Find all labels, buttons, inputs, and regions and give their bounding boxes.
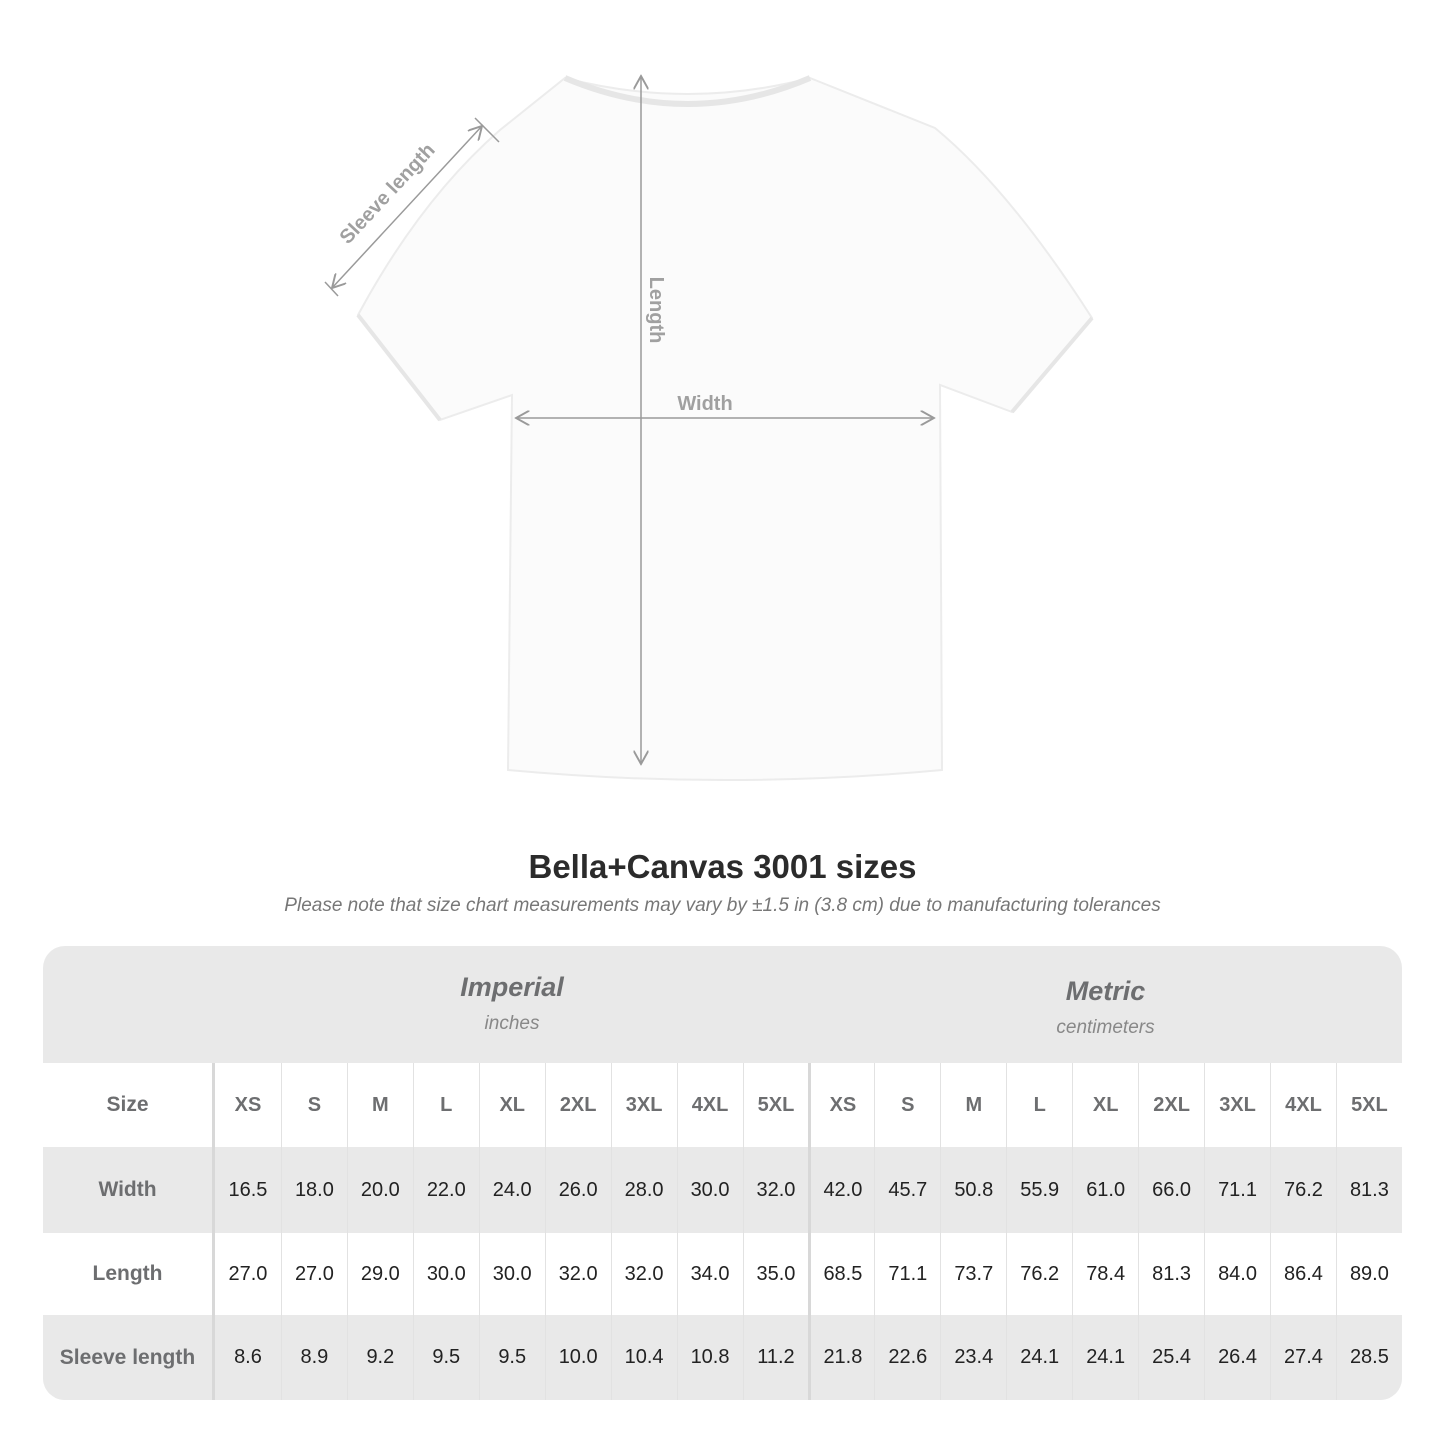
table-cell: 26.4 [1204, 1315, 1270, 1400]
table-cell: 68.5 [808, 1233, 874, 1315]
table-row: Width 16.5 18.0 20.0 22.0 24.0 26.0 28.0 30.0 32.… [43, 1147, 1402, 1233]
tolerance-note: Please note that size chart measurements… [284, 895, 1161, 916]
table-cell: 21.8 [808, 1315, 874, 1400]
table-row: Length 27.0 27.0 29.0 30.0 30.0 32.0 32.0 34.0 35… [43, 1233, 1402, 1315]
table-cell: 22.0 [412, 1147, 479, 1233]
row-label: Sleeve length [43, 1315, 215, 1400]
table-cell: 16.5 [228, 1178, 268, 1201]
size-header-cell: 2XL [544, 1063, 611, 1147]
size-header-cell: XL [478, 1063, 545, 1147]
metric-label: Metric [1065, 976, 1146, 1006]
tshirt-diagram: Sleeve length Length Width [324, 0, 1094, 781]
table-cell: 42.0 [808, 1147, 874, 1233]
table-cell: 24.1 [1006, 1315, 1072, 1400]
row-label: Size [43, 1063, 215, 1147]
table-cell: 81.3 [1335, 1147, 1402, 1233]
table-cell: 45.7 [874, 1147, 940, 1233]
table-cell: 24.0 [478, 1147, 545, 1233]
table-cell: 27.0 [228, 1262, 268, 1285]
table-row: Sleeve length 8.6 8.9 9.2 9.5 9.5 10.0 10.4 10.8… [43, 1315, 1402, 1400]
table-cell: 66.0 [1138, 1147, 1204, 1233]
metric-unit: centimeters [1056, 1017, 1155, 1038]
size-header-cell: L [412, 1063, 479, 1147]
table-cell: 30.0 [676, 1147, 743, 1233]
width-label: Width [677, 393, 732, 415]
table-cell: 78.4 [1072, 1233, 1138, 1315]
table-cell: 71.1 [1204, 1147, 1270, 1233]
table-cell: 8.6 [234, 1346, 262, 1368]
table-cell: 50.8 [940, 1147, 1006, 1233]
table-cell: 32.0 [544, 1233, 611, 1315]
table-cell: 11.2 [742, 1315, 809, 1400]
imperial-header: Imperial inches [215, 946, 809, 1063]
size-header-cell: XS [234, 1093, 262, 1116]
table-cell: 61.0 [1072, 1147, 1138, 1233]
table-cell: 9.5 [412, 1315, 479, 1400]
table-cell: 55.9 [1006, 1147, 1072, 1233]
row-label: Length [43, 1233, 215, 1315]
table-cell: 86.4 [1270, 1233, 1336, 1315]
table-cell: 71.1 [874, 1233, 940, 1315]
length-label: Length [645, 277, 667, 344]
table-cell: 27.0 [280, 1233, 347, 1315]
table-cell: 30.0 [478, 1233, 545, 1315]
table-cell: 10.8 [676, 1315, 743, 1400]
size-header-cell: 2XL [1138, 1063, 1204, 1147]
imperial-unit: inches [484, 1013, 540, 1034]
table-cell: 25.4 [1138, 1315, 1204, 1400]
table-cell: 10.0 [544, 1315, 611, 1400]
size-header-row: Size XS S M L XL 2XL 3XL 4XL 5XL XS S M L XL 2XL 3XL 4XL 5… [43, 1063, 1402, 1147]
table-cell: 73.7 [940, 1233, 1006, 1315]
table-cell: 9.2 [346, 1315, 413, 1400]
size-header-cell: 4XL [676, 1063, 743, 1147]
table-cell: 18.0 [280, 1147, 347, 1233]
imperial-label: Imperial [460, 972, 564, 1002]
size-header-cell: 5XL [742, 1063, 809, 1147]
table-cell: 76.2 [1270, 1147, 1336, 1233]
size-header-cell: S [280, 1063, 347, 1147]
size-header-cell: S [874, 1063, 940, 1147]
size-table: Imperial inches Metric centimeters Size X… [43, 946, 1402, 1400]
row-label: Width [43, 1147, 215, 1233]
metric-header: Metric centimeters [809, 946, 1402, 1063]
table-cell: 27.4 [1270, 1315, 1336, 1400]
table-cell: 76.2 [1006, 1233, 1072, 1315]
table-cell: 32.0 [742, 1147, 809, 1233]
table-cell: 8.9 [280, 1315, 347, 1400]
size-header-cell: XS [808, 1063, 874, 1147]
table-cell: 23.4 [940, 1315, 1006, 1400]
table-cell: 28.0 [610, 1147, 677, 1233]
table-cell: 24.1 [1072, 1315, 1138, 1400]
table-cell: 30.0 [412, 1233, 479, 1315]
size-header-cell: L [1006, 1063, 1072, 1147]
size-header-cell: M [940, 1063, 1006, 1147]
table-cell: 84.0 [1204, 1233, 1270, 1315]
table-cell: 32.0 [610, 1233, 677, 1315]
table-cell: 35.0 [742, 1233, 809, 1315]
table-cell: 9.5 [478, 1315, 545, 1400]
table-cell: 29.0 [346, 1233, 413, 1315]
sleeve-measure-line [332, 126, 482, 288]
table-cell: 81.3 [1138, 1233, 1204, 1315]
table-cell: 20.0 [346, 1147, 413, 1233]
size-header-cell: XL [1072, 1063, 1138, 1147]
page-title: Bella+Canvas 3001 sizes [528, 848, 917, 885]
table-cell: 28.5 [1335, 1315, 1402, 1400]
size-header-cell: 5XL [1335, 1063, 1402, 1147]
table-cell: 34.0 [676, 1233, 743, 1315]
tshirt-shape [356, 76, 1094, 781]
size-header-cell: 3XL [1204, 1063, 1270, 1147]
table-cell: 89.0 [1335, 1233, 1402, 1315]
table-cell: 26.0 [544, 1147, 611, 1233]
table-cell: 22.6 [874, 1315, 940, 1400]
table-cell: 10.4 [610, 1315, 677, 1400]
size-header-cell: 4XL [1270, 1063, 1336, 1147]
size-header-cell: 3XL [610, 1063, 677, 1147]
size-header-cell: M [346, 1063, 413, 1147]
